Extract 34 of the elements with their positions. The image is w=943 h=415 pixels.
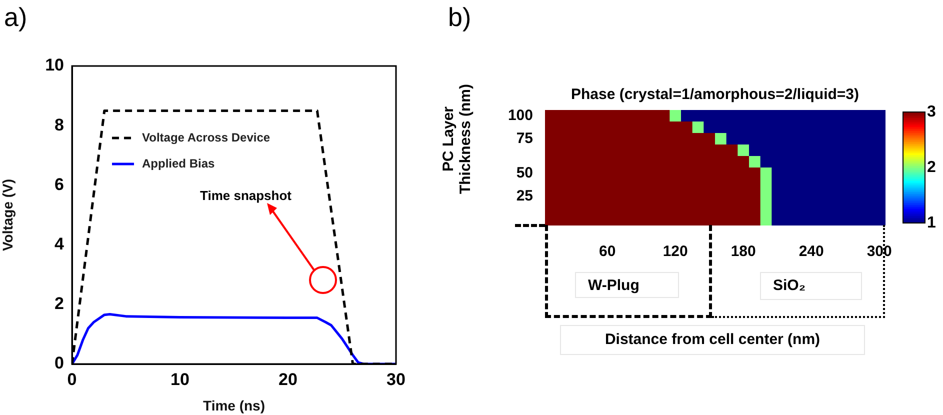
legend-label: Voltage Across Device	[142, 130, 270, 144]
x-tick-label: 300	[866, 243, 892, 260]
x-tick-label: 180	[730, 243, 756, 260]
x-tick-label: 0	[67, 370, 77, 389]
text: a)	[4, 2, 28, 33]
y-tick-label: 50	[516, 164, 533, 182]
x-tick-label: 120	[662, 243, 688, 260]
y-tick-label: 2	[54, 294, 64, 314]
y-tick-label: 8	[54, 115, 64, 134]
x-axis-title: Time (ns)	[203, 397, 265, 414]
y-axis-title: Voltage (V)	[0, 178, 16, 252]
x-tick-label: 10	[170, 370, 190, 389]
x-tick-label: 240	[798, 243, 824, 260]
y-tick-label: 0	[54, 354, 64, 373]
color-bar-label: 2	[927, 158, 936, 176]
annotation: Time snapshot	[200, 188, 292, 203]
legend-label: Applied Bias	[142, 156, 216, 170]
y-tick-label: 75	[516, 130, 533, 147]
y-tick-label: 6	[54, 174, 64, 194]
x-tick-label: 20	[278, 370, 298, 389]
text: W-Plug	[575, 272, 679, 298]
y-tick-label: 25	[516, 187, 533, 204]
x-tick-label: 30	[386, 370, 406, 389]
color-bar-label: 3	[927, 103, 936, 120]
x-tick-label: 60	[598, 243, 616, 260]
y-tick-label: 100	[508, 106, 533, 124]
text: SiO₂	[760, 272, 862, 300]
color-bar-label: 1	[927, 214, 936, 232]
y-tick-label: 10	[45, 56, 64, 75]
text: b)	[448, 2, 472, 33]
y-tick-label: 4	[54, 234, 65, 254]
chart-title: Phase (crystal=1/amorphous=2/liquid=3)	[570, 86, 860, 103]
x-axis-title: Distance from cell center (nm)	[560, 325, 865, 355]
y-axis-title: PC Layer Thickness (nm)	[440, 82, 474, 196]
